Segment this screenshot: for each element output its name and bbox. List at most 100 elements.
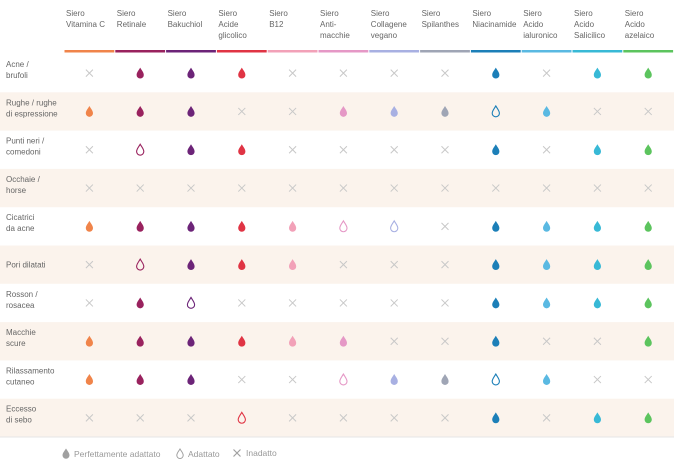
compatibility-matrix: Siero Vitamina C Siero Retinale Siero Bakuchi… (0, 9, 674, 438)
legend-label-none: Inadatto (246, 448, 277, 458)
column-color-bar (64, 50, 115, 53)
cross-marker (644, 184, 653, 192)
column-header-line: Siero (218, 9, 237, 18)
row-label-line: Acne / (6, 60, 29, 69)
column-header-line: Anti- (320, 20, 337, 29)
cross-marker (390, 413, 399, 422)
column-color-bar (623, 50, 674, 53)
column-header-line: Vitamina C (66, 20, 105, 29)
cross-marker (339, 69, 348, 78)
cross-marker (85, 184, 94, 192)
cross-marker (339, 299, 348, 307)
column-header-line: Siero (320, 9, 339, 18)
drop-filled-marker (390, 105, 398, 117)
drop-filled-marker (644, 297, 652, 309)
drop-filled-marker (390, 374, 398, 385)
cross-marker (644, 107, 653, 116)
drop-filled-marker (543, 105, 551, 117)
drop-filled-marker (644, 335, 652, 347)
drop-outline-marker (390, 219, 399, 233)
legend-item-none: Inadatto (232, 448, 277, 458)
cross-marker (390, 184, 399, 192)
drop-outline-marker (339, 219, 348, 233)
cross-marker (542, 184, 551, 192)
column-header-line: Niacinamide (472, 20, 517, 29)
cross-marker (237, 299, 246, 307)
column-color-bar (216, 50, 267, 53)
row-stripe (0, 168, 674, 208)
column-header-line: Collagene (371, 20, 408, 29)
drop-filled-marker (238, 144, 246, 156)
row-label-line: Rilassamento (6, 366, 55, 375)
column-color-bar (420, 50, 470, 53)
drop-filled-marker (593, 297, 601, 309)
column-header-line: vegano (371, 31, 398, 40)
drop-filled-marker (593, 67, 601, 79)
drop-outline-marker (491, 372, 500, 386)
drop-filled-marker (85, 105, 93, 117)
cross-marker (441, 69, 449, 78)
cross-marker (390, 145, 399, 154)
column-header-line: Siero (574, 9, 593, 18)
drop-filled-icon (62, 448, 70, 459)
row-stripe (0, 92, 674, 131)
column-header-line: B12 (269, 20, 284, 29)
column-header: Siero Acide glicolico (218, 9, 247, 40)
cross-icon (233, 449, 241, 457)
row-label: Macchie scure (6, 328, 36, 348)
drop-filled-marker (289, 220, 297, 232)
cross-marker (136, 413, 145, 422)
legend-label-outline: Adattato (188, 448, 220, 459)
drop-filled-marker (85, 335, 93, 347)
row-label: Acne / brufoli (6, 60, 29, 80)
column-header-line: Bakuchiol (168, 20, 203, 29)
drop-filled-marker (339, 335, 347, 347)
drop-outline-marker (136, 143, 145, 156)
column-header-line: azelaico (625, 31, 655, 40)
drop-filled-marker (543, 220, 551, 232)
drop-filled-marker (543, 259, 551, 271)
row-stripe (0, 322, 674, 361)
cross-marker (85, 299, 94, 307)
drop-filled-marker (593, 259, 601, 271)
drop-filled-marker (441, 374, 449, 385)
column-header-line: macchie (320, 31, 350, 40)
column-header: Siero B12 (269, 9, 288, 29)
row-label-line: brufoli (6, 71, 28, 80)
row-label: Pori dilatati (6, 261, 46, 270)
cross-marker (85, 145, 94, 154)
row-label-line: Rosson / (6, 290, 38, 299)
drop-filled-marker (644, 67, 652, 79)
column-header-line: Spilanthes (422, 20, 459, 29)
drop-filled-marker (492, 259, 500, 271)
cross-marker (187, 413, 195, 422)
row-label: Rilassamento cutaneo (6, 366, 55, 386)
drop-filled-marker (187, 374, 195, 385)
drop-filled-marker (187, 144, 195, 156)
row-stripe (0, 245, 674, 284)
column-header: Siero Acido azelaico (625, 9, 655, 40)
row-label-line: Punti neri / (6, 137, 45, 146)
cross-marker (237, 184, 246, 192)
cross-marker (288, 69, 297, 78)
column-header-line: Acido (574, 20, 595, 29)
cross-marker (593, 375, 602, 384)
cross-marker (390, 69, 399, 78)
column-header: Siero Vitamina C (66, 9, 105, 29)
drop-filled-marker (289, 259, 297, 271)
drop-filled-marker (187, 259, 195, 271)
row-label-line: da acne (6, 224, 35, 233)
drop-filled-marker (492, 335, 500, 347)
drop-filled-marker (238, 220, 246, 232)
cross-marker (288, 184, 297, 192)
cross-marker (237, 107, 246, 116)
cross-marker (441, 299, 449, 307)
drop-filled-marker (644, 220, 652, 232)
row-label: Eccesso di sebo (6, 405, 37, 425)
column-header: Siero Acido Salicilico (574, 9, 606, 40)
cross-marker (339, 145, 348, 154)
row-label-line: horse (6, 186, 27, 195)
column-header: Siero Spilanthes (422, 9, 459, 29)
row-label: Punti neri / comedoni (6, 137, 45, 157)
cross-marker (288, 107, 297, 116)
